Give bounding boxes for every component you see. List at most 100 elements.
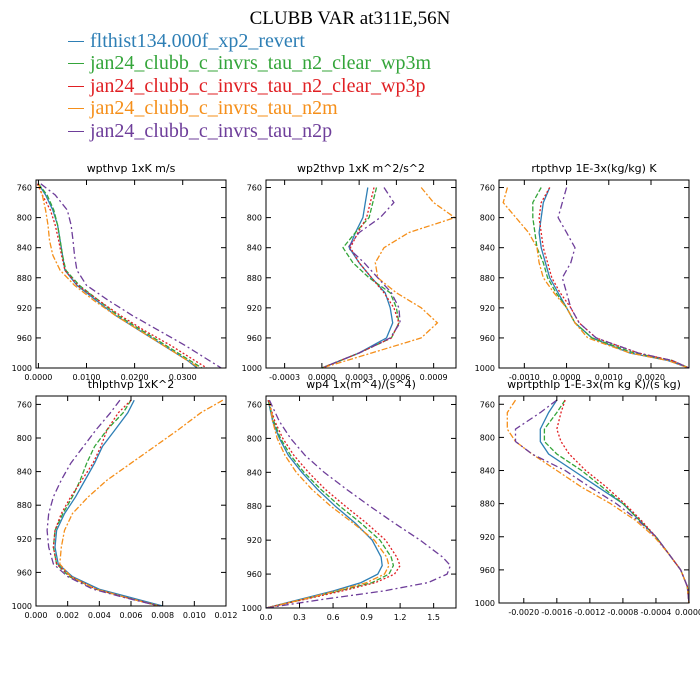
series-line xyxy=(52,399,160,607)
y-tick-label: 1000 xyxy=(242,364,262,373)
legend-label: jan24_clubb_c_invrs_tau_n2p xyxy=(90,119,333,142)
y-tick-label: 880 xyxy=(247,502,262,511)
x-tick-label: 0.0010 xyxy=(595,373,623,382)
x-tick-label: 0.3 xyxy=(293,613,306,622)
series-line xyxy=(556,399,690,604)
y-tick-label: 1000 xyxy=(242,604,262,613)
legend-label: jan24_clubb_c_invrs_tau_n2_clear_wp3p xyxy=(90,74,426,97)
y-tick-label: 760 xyxy=(480,184,495,193)
x-tick-label: 0.012 xyxy=(215,611,238,620)
y-tick-label: 800 xyxy=(247,214,262,223)
x-tick-label: 1.5 xyxy=(427,613,440,622)
series-line xyxy=(54,399,163,607)
legend: flthist134.000f_xp2_revert jan24_clubb_c… xyxy=(68,30,431,143)
x-tick-label: 0.9 xyxy=(360,613,373,622)
y-tick-label: 840 xyxy=(17,244,32,253)
series-line xyxy=(539,399,690,604)
series-line xyxy=(538,187,690,369)
x-tick-label: 0.0200 xyxy=(121,373,149,382)
y-tick-label: 1000 xyxy=(475,364,495,373)
series-line xyxy=(321,187,400,369)
y-tick-label: 760 xyxy=(17,400,32,409)
x-tick-label: 0.0020 xyxy=(637,373,665,382)
legend-item: jan24_clubb_c_invrs_tau_n2p xyxy=(68,120,431,143)
x-tick-label: 0.008 xyxy=(151,611,174,620)
y-tick-label: 1000 xyxy=(12,602,32,611)
x-tick-label: -0.0004 xyxy=(641,608,672,617)
y-tick-label: 840 xyxy=(480,467,495,476)
y-tick-label: 880 xyxy=(480,274,495,283)
x-tick-label: 0.0 xyxy=(260,613,273,622)
x-tick-label: 0.000 xyxy=(25,611,48,620)
series-line xyxy=(265,399,452,609)
x-tick-label: -0.0010 xyxy=(509,373,540,382)
panel-title: wp4 1x(m^4)/(s^4) xyxy=(306,378,416,391)
y-tick-label: 840 xyxy=(17,468,32,477)
y-tick-label: 760 xyxy=(480,400,495,409)
x-tick-label: -0.0012 xyxy=(574,608,605,617)
x-tick-label: 0.004 xyxy=(88,611,111,620)
legend-item: jan24_clubb_c_invrs_tau_n2_clear_wp3m xyxy=(68,52,432,76)
series-line xyxy=(538,187,690,369)
series-line xyxy=(59,399,224,607)
series-line xyxy=(321,187,400,369)
x-tick-label: -0.0016 xyxy=(541,608,572,617)
chart-panel: wpthvp 1xK m/s 0.0000 0.0100 0.0200 0.0300 76… xyxy=(12,162,227,382)
chart-panel: thlpthvp 1xK^2 0.000 0.002 0.004 0.006 0.008 0… xyxy=(12,378,238,620)
series-line xyxy=(46,399,160,607)
plot-frame xyxy=(265,179,457,369)
panel-title: wpthvp 1xK m/s xyxy=(87,162,176,175)
x-tick-label: 0.0300 xyxy=(169,373,197,382)
plot-frame xyxy=(498,395,690,604)
y-tick-label: 840 xyxy=(480,244,495,253)
chart-panel: wp4 1x(m^4)/(s^4) 0.0 0.3 0.6 0.9 1.2 1.5 760 80… xyxy=(242,378,457,622)
series-line xyxy=(321,187,394,369)
y-tick-label: 760 xyxy=(247,184,262,193)
series-line xyxy=(532,187,690,369)
chart-panel: wprtpthlp 1-E-3x(m kg K)/(s kg)-0.0020 -0… xyxy=(475,378,700,617)
plot-frame xyxy=(265,395,457,609)
y-tick-label: 760 xyxy=(247,400,262,409)
series-line xyxy=(514,399,690,604)
series-line xyxy=(506,399,690,604)
y-tick-label: 920 xyxy=(247,304,262,313)
series-line xyxy=(52,399,160,607)
series-line xyxy=(321,187,401,369)
x-tick-label: 0.010 xyxy=(183,611,206,620)
figure-title: CLUBB VAR at311E,56N xyxy=(249,8,451,29)
series-line xyxy=(265,400,383,609)
y-tick-label: 920 xyxy=(480,533,495,542)
x-tick-label: 0.0000 xyxy=(553,373,581,382)
y-tick-label: 800 xyxy=(17,214,32,223)
series-line xyxy=(40,183,222,369)
chart-panel: wp2thvp 1xK m^2/s^2 -0.0003 0.0000 0.0003 0.… xyxy=(242,162,457,382)
series-line xyxy=(543,399,690,604)
y-tick-label: 960 xyxy=(17,568,32,577)
y-tick-label: 920 xyxy=(17,535,32,544)
panel-title: thlpthvp 1xK^2 xyxy=(88,378,175,391)
legend-label: flthist134.000f_xp2_revert xyxy=(90,29,305,52)
legend-item: flthist134.000f_xp2_revert xyxy=(68,30,431,53)
legend-line xyxy=(68,130,84,132)
y-tick-label: 1000 xyxy=(475,599,495,608)
y-tick-label: 920 xyxy=(480,304,495,313)
legend-item: jan24_clubb_c_invrs_tau_n2_clear_wp3p xyxy=(68,75,431,98)
legend-line xyxy=(68,85,84,87)
y-tick-label: 800 xyxy=(17,434,32,443)
y-tick-label: 1000 xyxy=(12,364,32,373)
x-tick-label: 0.0009 xyxy=(420,373,448,382)
series-line xyxy=(36,183,208,369)
series-line xyxy=(265,400,395,609)
chart-panel: rtpthvp 1E-3x(kg/kg) K -0.0010 0.0000 0.001… xyxy=(475,162,690,382)
y-tick-label: 880 xyxy=(247,274,262,283)
series-line xyxy=(37,183,200,369)
y-tick-label: 960 xyxy=(480,566,495,575)
x-tick-label: 0.0100 xyxy=(73,373,101,382)
plot-frame xyxy=(498,179,690,369)
legend-label: jan24_clubb_c_invrs_tau_n2_clear_wp3m xyxy=(90,52,432,75)
series-line xyxy=(265,400,390,609)
y-tick-label: 880 xyxy=(17,501,32,510)
y-tick-label: 800 xyxy=(247,434,262,443)
series-line xyxy=(265,400,401,609)
